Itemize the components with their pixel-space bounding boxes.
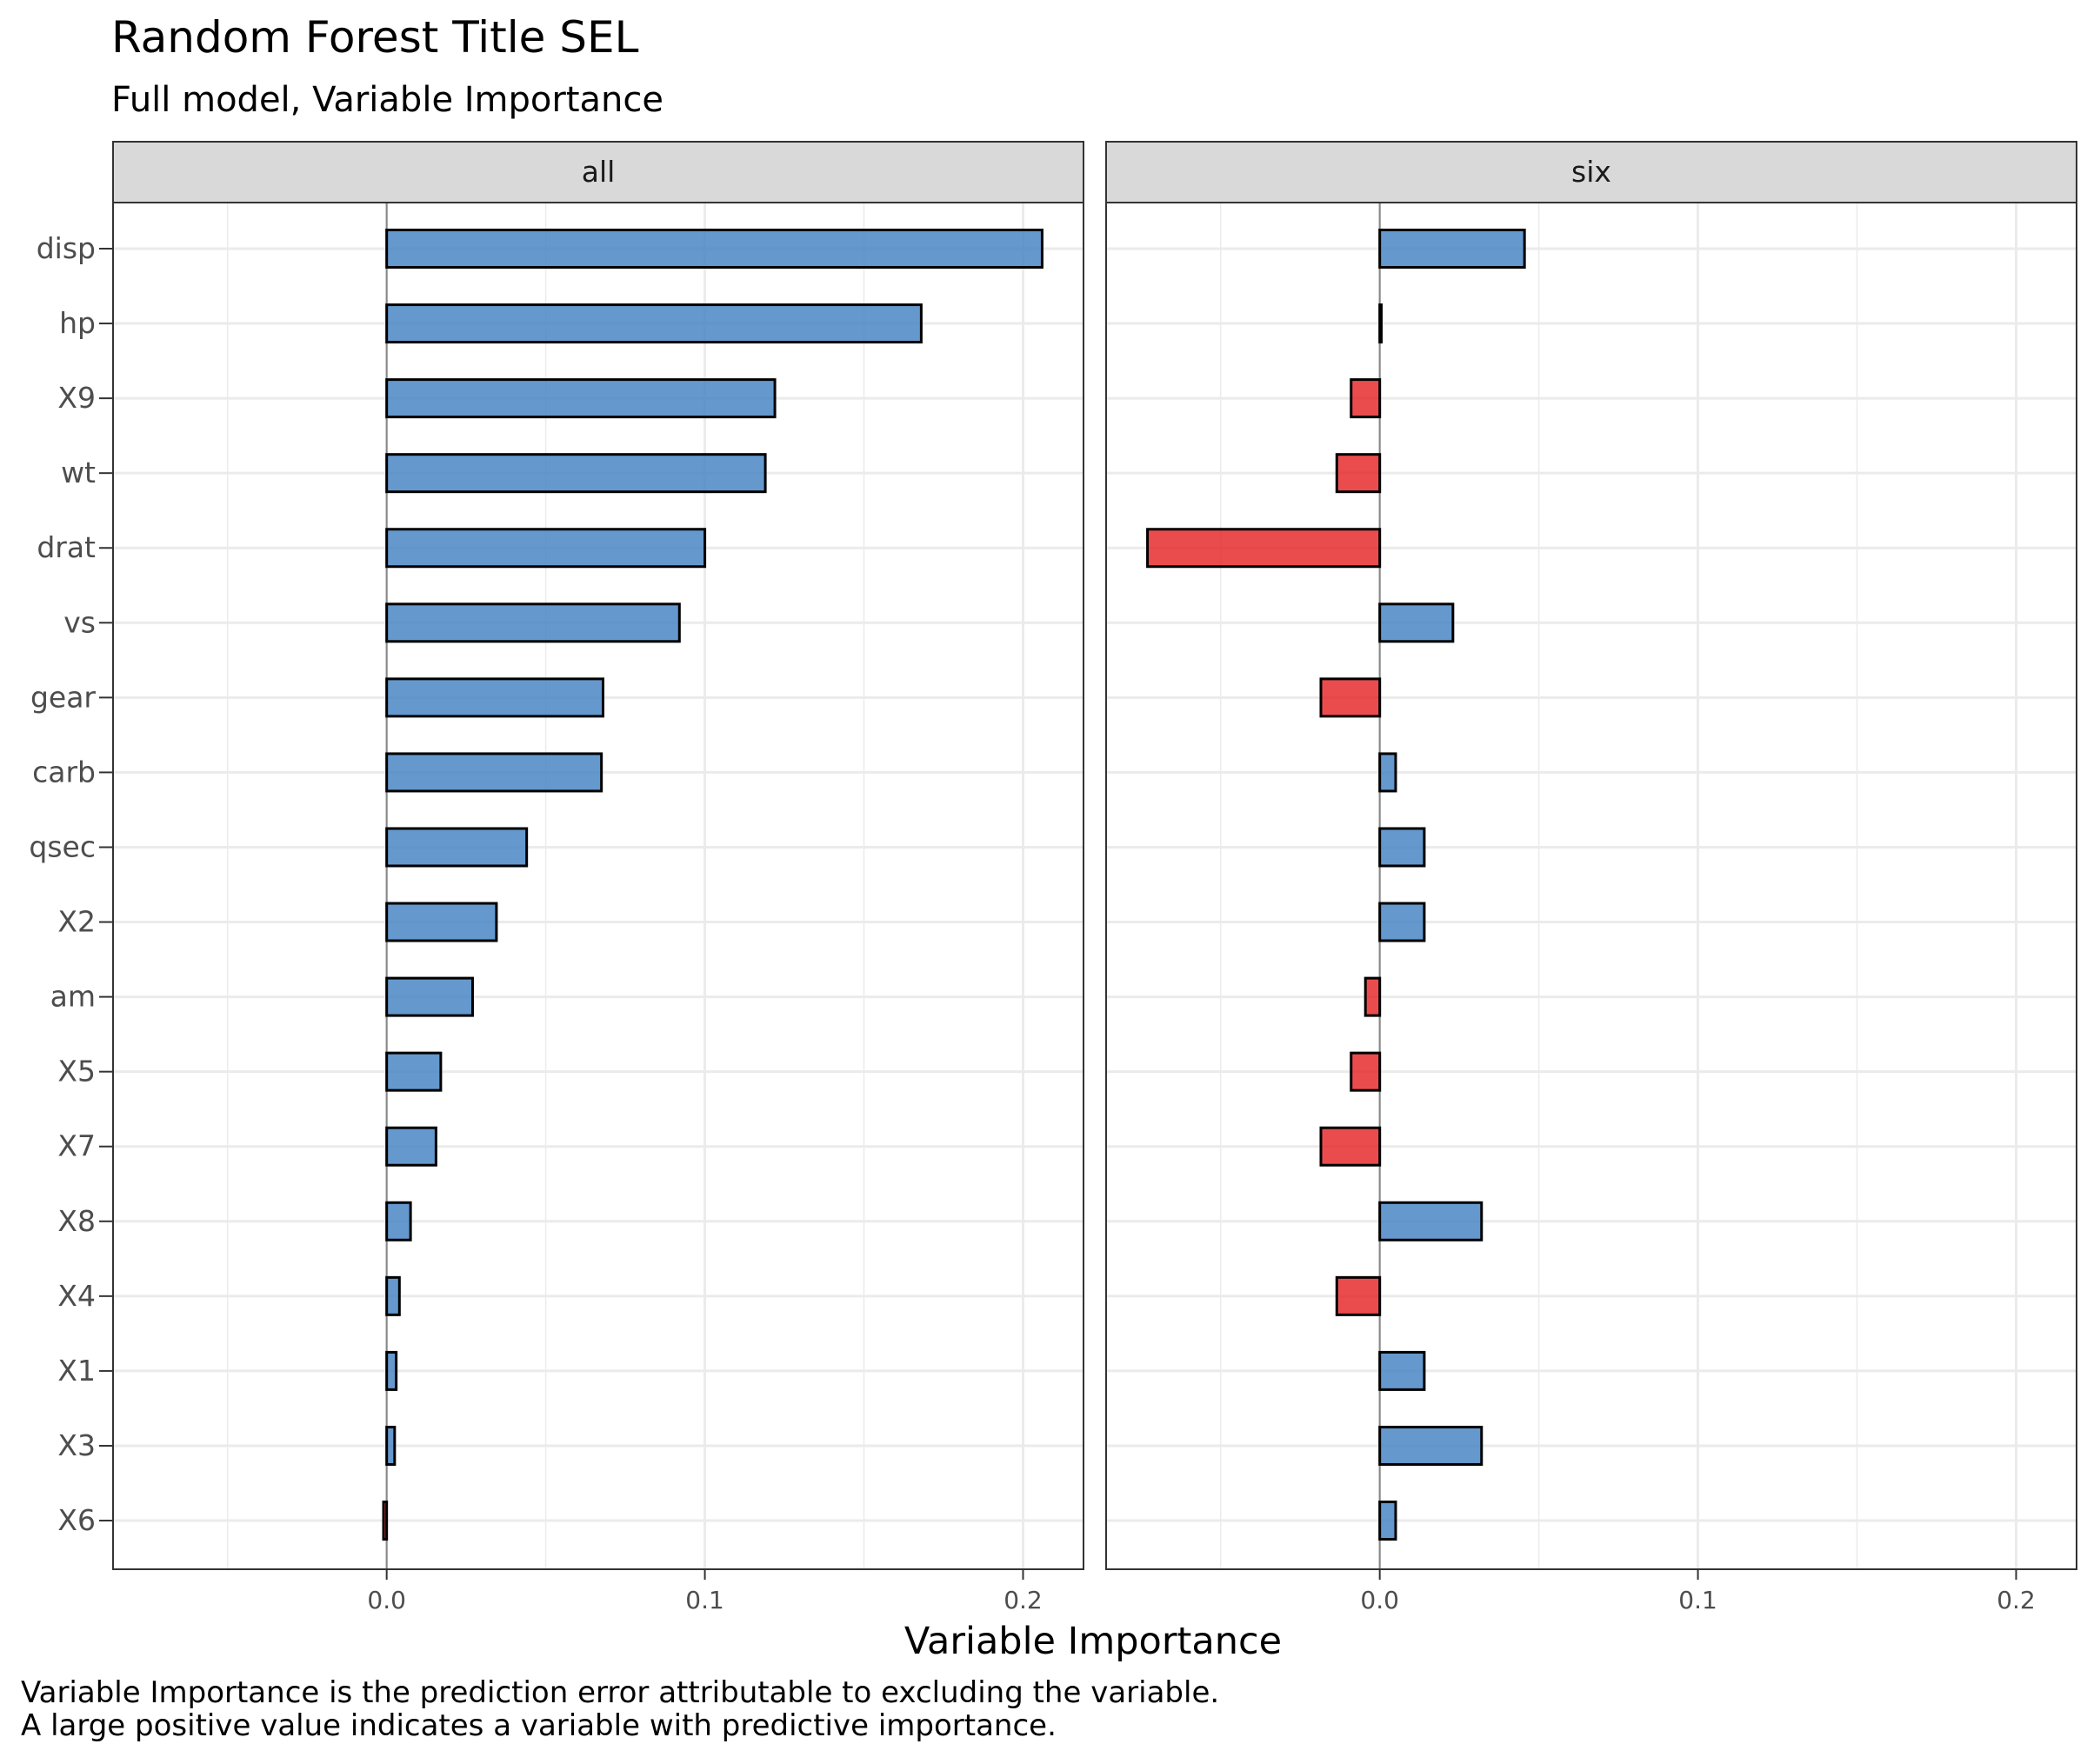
bar-X1 (1378, 1350, 1426, 1391)
chart-title: Random Forest Title SEL (111, 12, 639, 63)
bar-qsec (1378, 827, 1426, 868)
y-tick-label: X8 (57, 1204, 96, 1238)
bar-hp (385, 303, 923, 344)
facet-strip-label: six (1571, 155, 1611, 189)
bar-qsec (385, 827, 529, 868)
bar-wt (1335, 453, 1382, 494)
bar-X2 (385, 902, 498, 942)
y-tick-label: drat (37, 530, 96, 564)
bar-disp (1378, 229, 1526, 269)
bar-vs (385, 602, 681, 643)
bar-gear (385, 677, 604, 718)
panel-background (1106, 203, 2077, 1569)
x-tick-label: 0.2 (1003, 1586, 1043, 1614)
bar-X5 (1350, 1051, 1382, 1092)
chart-subtitle: Full model, Variable Importance (111, 80, 663, 120)
y-tick-label: vs (63, 605, 96, 639)
bar-X8 (1378, 1201, 1484, 1241)
bar-X2 (1378, 902, 1426, 942)
y-tick-label: carb (32, 755, 96, 789)
bar-X6 (382, 1501, 389, 1541)
bar-gear (1319, 677, 1382, 718)
y-tick-label: hp (59, 306, 96, 340)
facet-strip-label: all (582, 155, 616, 189)
x-tick-label: 0.1 (685, 1586, 724, 1614)
x-axis-label: Variable Importance (904, 1620, 1282, 1663)
y-tick-label: X2 (57, 905, 96, 939)
bar-X4 (385, 1275, 401, 1316)
bar-X3 (385, 1425, 397, 1466)
panel-background (113, 203, 1084, 1569)
y-tick-label: X1 (57, 1354, 96, 1388)
y-tick-label: X4 (57, 1279, 96, 1313)
y-tick-label: gear (30, 680, 96, 714)
bar-X9 (1350, 378, 1382, 419)
bar-X7 (385, 1126, 437, 1167)
facet-strip (1105, 141, 2077, 203)
x-tick-label: 0.1 (1678, 1586, 1717, 1614)
bar-am (385, 976, 474, 1017)
bar-am (1364, 976, 1382, 1017)
bar-X9 (385, 378, 777, 419)
y-tick-label: X3 (57, 1428, 96, 1462)
caption-line-2: A large positive value indicates a varia… (21, 1708, 1057, 1743)
y-tick-label: X6 (57, 1503, 96, 1537)
bar-X4 (1335, 1275, 1382, 1316)
bar-wt (385, 453, 767, 494)
y-tick-label: disp (37, 231, 96, 265)
x-tick-label: 0.0 (1360, 1586, 1399, 1614)
bar-hp (1378, 303, 1384, 344)
facet-panels: disp hp X9 wt drat vs gear carb qsec X2 am X5 X7 X8 X4… (29, 141, 2077, 1614)
bar-X8 (385, 1201, 412, 1241)
bar-drat (1146, 528, 1382, 569)
y-tick-label: X5 (57, 1055, 96, 1088)
caption-line-1: Variable Importance is the prediction er… (21, 1675, 1219, 1710)
facet-strip (112, 141, 1084, 203)
x-tick-label: 0.0 (367, 1586, 406, 1614)
y-tick-label: qsec (29, 829, 96, 863)
x-tick-label: 0.2 (1997, 1586, 2036, 1614)
bar-carb (1378, 752, 1397, 793)
y-tick-label: X9 (57, 381, 96, 415)
bar-X1 (385, 1350, 398, 1391)
bar-disp (385, 229, 1044, 269)
y-tick-label: wt (61, 456, 96, 489)
facet-panel-six: six 0.0 0.1 0.2 (1105, 141, 2077, 1614)
facet-panel-all: all 0.0 0.1 0.2 (112, 141, 1084, 1614)
bar-drat (385, 528, 707, 569)
y-tick-label: am (50, 980, 96, 1014)
bar-X3 (1378, 1425, 1484, 1466)
y-tick-label: X7 (57, 1129, 96, 1163)
bar-X5 (385, 1051, 443, 1092)
bar-X6 (1378, 1501, 1397, 1541)
bar-carb (385, 752, 603, 793)
bar-X7 (1319, 1126, 1382, 1167)
bar-vs (1378, 602, 1455, 643)
